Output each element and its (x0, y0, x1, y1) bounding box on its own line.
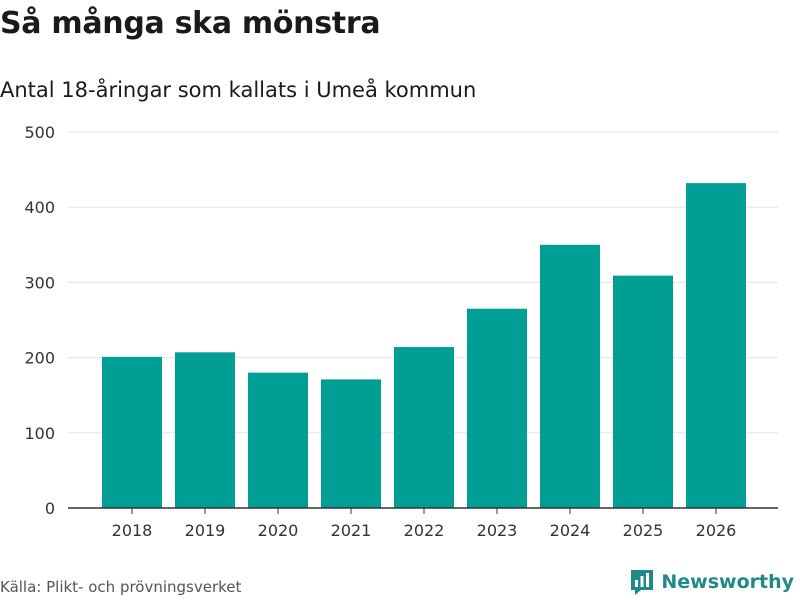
y-tick-label: 100 (24, 424, 55, 443)
bar-2023 (467, 308, 527, 508)
brand[interactable]: Newsworthy (629, 568, 794, 596)
x-tick-label: 2022 (404, 521, 445, 540)
x-tick-label: 2018 (112, 521, 153, 540)
x-tick-label: 2026 (696, 521, 737, 540)
source-note: Källa: Plikt- och prövningsverket (0, 578, 242, 596)
x-tick-label: 2021 (331, 521, 372, 540)
bar-chart: 0 100 200 300 400 500 2018 2019 2020 2021 2022 202… (24, 123, 778, 540)
brand-name: Newsworthy (661, 571, 794, 593)
x-tick-label: 2024 (550, 521, 591, 540)
bar-2024 (540, 244, 600, 509)
bars (102, 183, 746, 509)
y-axis-ticks: 0 100 200 300 400 500 (24, 123, 55, 518)
y-tick-label: 500 (24, 123, 55, 142)
bar-2021 (321, 379, 381, 508)
chart-subtitle: Antal 18-åringar som kallats i Umeå komm… (0, 78, 477, 102)
x-axis-ticks: 2018 2019 2020 2021 2022 2023 2024 2025 2026 (112, 508, 737, 540)
bar-2022 (394, 347, 454, 508)
y-tick-label: 200 (24, 349, 55, 368)
newsworthy-logo-icon (631, 570, 654, 595)
x-tick-label: 2019 (185, 521, 226, 540)
y-tick-label: 300 (24, 273, 55, 292)
bar-2026 (686, 183, 746, 509)
bar-2025 (613, 275, 673, 508)
chart-title: Så många ska mönstra (0, 6, 381, 41)
bar-2019 (175, 352, 235, 508)
x-tick-label: 2020 (258, 521, 299, 540)
y-tick-label: 400 (24, 198, 55, 217)
bar-2018 (102, 356, 162, 508)
y-tick-label: 0 (45, 499, 55, 518)
x-tick-label: 2025 (623, 521, 664, 540)
x-tick-label: 2023 (477, 521, 518, 540)
bar-2020 (248, 372, 308, 508)
